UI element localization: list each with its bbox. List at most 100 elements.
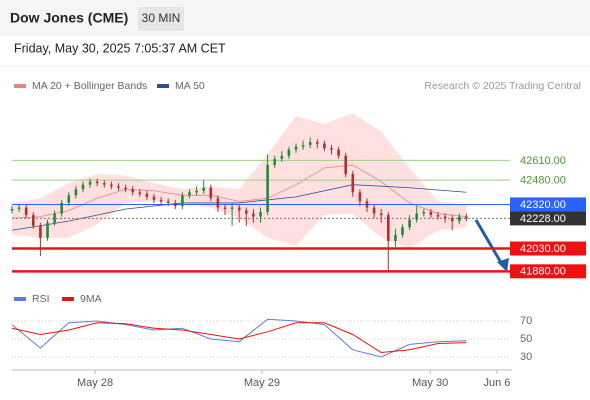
candle-body <box>266 164 269 213</box>
level-box <box>510 211 586 226</box>
candle-body <box>308 142 312 146</box>
forecast-arrow <box>474 219 505 267</box>
candle-body <box>252 213 255 217</box>
rsi-ma-line <box>11 322 467 354</box>
candle-body <box>188 192 191 196</box>
candle-body <box>301 145 305 147</box>
candle-body <box>358 192 362 202</box>
candle-body <box>245 210 248 214</box>
candle-body <box>365 201 369 208</box>
candle-body <box>117 186 120 188</box>
rsi-tick-label: 70 <box>520 315 532 327</box>
level-label: 42480.00 <box>520 175 566 187</box>
candle-body <box>195 190 198 193</box>
candle-body <box>138 192 142 194</box>
legend-swatch <box>157 84 169 88</box>
candle-body <box>230 207 234 209</box>
x-tick-label: May 30 <box>412 377 448 389</box>
candle-body <box>280 155 284 159</box>
candle-body <box>152 196 156 200</box>
candle-body <box>415 213 418 220</box>
rsi-legend-swatch <box>62 297 74 301</box>
candle-body <box>422 212 426 214</box>
candle-body <box>458 216 461 222</box>
x-tick-label: Jun 6 <box>483 377 510 389</box>
candle-body <box>294 146 298 150</box>
candle-body <box>259 212 262 217</box>
legend-swatch <box>14 84 26 88</box>
candle-body <box>88 181 92 185</box>
candle-body <box>316 142 319 144</box>
candle-body <box>202 187 205 191</box>
candle-body <box>166 201 170 203</box>
candle-body <box>387 215 390 241</box>
candle-body <box>323 143 326 149</box>
candle-body <box>379 213 383 216</box>
candle-body <box>53 213 56 223</box>
candle-body <box>95 181 99 184</box>
timeframe-badge[interactable] <box>138 7 184 31</box>
candle-body <box>60 202 63 214</box>
candle-body <box>408 219 411 228</box>
candle-body <box>372 207 376 214</box>
rsi-legend-label: 9MA <box>80 293 102 305</box>
candle-body <box>401 227 404 235</box>
timeframe[interactable]: 30 MIN <box>142 11 181 25</box>
candle-body <box>223 207 227 209</box>
candle-body <box>330 148 333 150</box>
candle-body <box>74 189 78 196</box>
x-tick-label: May 28 <box>77 377 113 389</box>
candle-body <box>181 195 184 206</box>
rsi-legend-label: RSI <box>32 293 50 305</box>
candle-body <box>46 222 49 238</box>
level-box <box>510 197 586 212</box>
level-label: 42320.00 <box>520 199 566 211</box>
candle-body <box>39 225 42 238</box>
candle-body <box>429 212 433 216</box>
candle-body <box>110 184 113 187</box>
level-label: 41880.00 <box>520 266 566 278</box>
level-label: 42228.00 <box>520 213 566 225</box>
x-tick-label: May 29 <box>244 377 280 389</box>
candle-body <box>159 199 163 202</box>
candle-body <box>351 174 355 193</box>
rsi-legend-swatch <box>14 297 26 301</box>
candle-body <box>344 155 347 175</box>
candle-body <box>273 158 276 165</box>
candle-body <box>145 193 149 197</box>
title: Dow Jones (CME) <box>10 10 128 26</box>
candle-body <box>17 207 21 209</box>
candle-body <box>287 149 291 156</box>
candle-body <box>443 216 447 219</box>
date: Friday, May 30, 2025 7:05:37 AM CET <box>14 41 226 55</box>
level-label: 42030.00 <box>520 243 566 255</box>
level-box <box>510 264 586 279</box>
header-bar <box>0 0 590 36</box>
rsi-line <box>11 318 467 358</box>
candle-body <box>394 234 397 241</box>
candle-body <box>131 189 134 193</box>
arrow-head <box>497 258 509 272</box>
candle-body <box>103 183 106 185</box>
rsi-tick-label: 30 <box>520 351 532 363</box>
credit: Research © 2025 Trading Central <box>424 80 581 92</box>
candle-body <box>174 202 177 206</box>
candle-body <box>337 149 340 156</box>
candle-body <box>216 198 220 208</box>
ma50-line <box>11 184 467 231</box>
candle-body <box>10 209 14 211</box>
legend-label: MA 20 + Bollinger Bands <box>32 80 147 92</box>
candle-body <box>67 195 71 203</box>
candle-body <box>450 218 454 222</box>
candle-body <box>209 187 213 199</box>
candle-body <box>24 207 28 216</box>
candle-body <box>32 215 35 226</box>
rsi-tick-label: 50 <box>520 333 532 345</box>
candle-body <box>124 187 127 190</box>
legend-label: MA 50 <box>175 80 205 92</box>
candle-body <box>465 216 468 219</box>
level-label: 42610.00 <box>520 155 566 167</box>
ma20-line <box>11 164 467 219</box>
candle-body <box>81 184 85 190</box>
